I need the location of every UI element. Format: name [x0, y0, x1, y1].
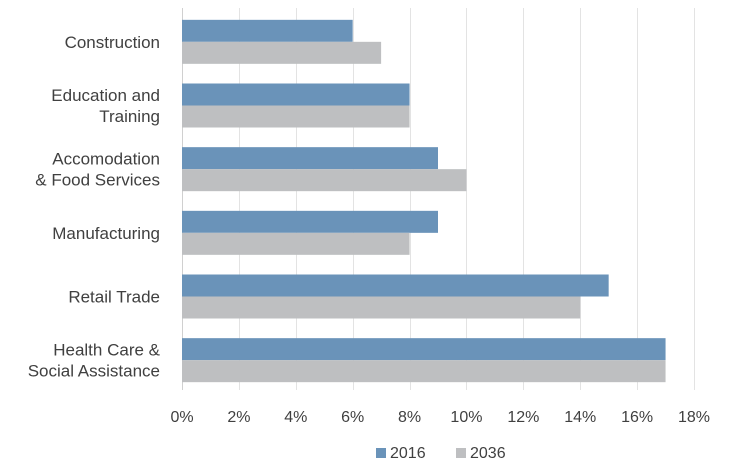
y-axis-labels: Construction Education and Training Accomod…: [28, 33, 161, 381]
legend-swatch-2036: [456, 448, 466, 458]
bar-2036-4: [182, 296, 581, 319]
x-tick-label: 14%: [564, 409, 596, 426]
x-tick-label: 4%: [284, 409, 307, 426]
bar-2036-1: [182, 105, 410, 128]
x-tick-label: 10%: [450, 409, 482, 426]
category-label-line: Construction: [65, 33, 160, 52]
legend-label: 2016: [390, 445, 426, 462]
category-label: Construction: [65, 33, 160, 52]
bar-2036-5: [182, 360, 666, 383]
bar-2016-0: [182, 19, 353, 42]
legend: 2016 2036: [376, 445, 506, 462]
category-label-line: Training: [99, 107, 160, 126]
x-tick-label: 12%: [507, 409, 539, 426]
x-tick-label: 6%: [341, 409, 364, 426]
category-label: Health Care & Social Assistance: [28, 341, 161, 381]
category-label-line: Social Assistance: [28, 362, 160, 381]
x-tick-label: 0%: [170, 409, 193, 426]
category-label-line: Health Care &: [53, 341, 160, 360]
x-tick-label: 8%: [398, 409, 421, 426]
x-tick-label: 18%: [678, 409, 710, 426]
category-label: Manufacturing: [52, 224, 160, 243]
bar-2036-2: [182, 169, 467, 192]
x-tick-label: 2%: [227, 409, 250, 426]
bar-2036-3: [182, 232, 410, 255]
legend-label: 2036: [470, 445, 506, 462]
legend-swatch-2016: [376, 448, 386, 458]
category-label-line: Accomodation: [52, 150, 160, 169]
x-tick-label: 16%: [621, 409, 653, 426]
category-label-line: Retail Trade: [68, 288, 160, 307]
category-label: Education and Training: [51, 86, 160, 126]
bar-2016-3: [182, 210, 438, 233]
bars: [182, 19, 666, 383]
category-label-line: Manufacturing: [52, 224, 160, 243]
bar-2016-2: [182, 147, 438, 170]
category-label-line: & Food Services: [35, 171, 160, 190]
x-axis-labels: 0% 2% 4% 6% 8% 10% 12% 14% 16% 18%: [170, 409, 710, 426]
bar-2016-4: [182, 274, 609, 297]
gridlines: [182, 8, 695, 390]
category-label: Accomodation & Food Services: [35, 150, 160, 190]
bar-2016-1: [182, 83, 410, 106]
bar-2016-5: [182, 338, 666, 361]
category-label-line: Education and: [51, 86, 160, 105]
bar-2036-0: [182, 41, 382, 64]
category-label: Retail Trade: [68, 288, 160, 307]
